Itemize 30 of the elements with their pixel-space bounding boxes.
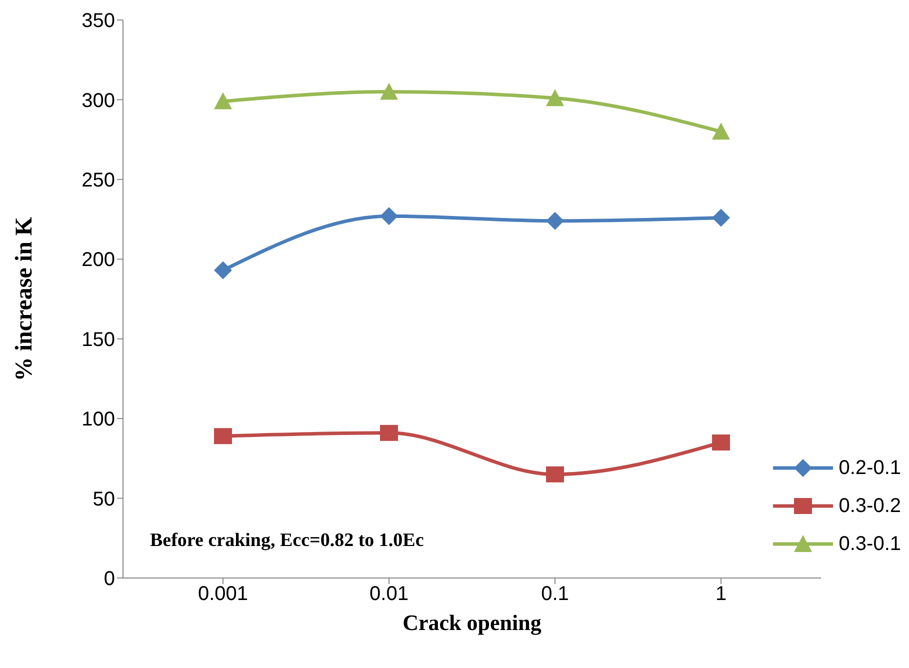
x-tick-label: 1 <box>715 583 727 606</box>
x-tick-label: 0.1 <box>541 583 569 606</box>
y-tick-label: 100 <box>82 408 115 431</box>
x-tick-label: 0.001 <box>198 583 248 606</box>
point <box>214 92 232 110</box>
y-axis-title: % increase in K <box>12 216 38 382</box>
point <box>380 82 398 100</box>
point <box>712 122 730 140</box>
legend-label: 0.2-0.1 <box>838 456 901 481</box>
annotation: Before craking, Ecc=0.82 to 1.0Ec <box>150 530 424 552</box>
point <box>546 212 564 230</box>
point <box>546 466 564 482</box>
legend-label: 0.3-0.2 <box>838 494 901 519</box>
point <box>214 428 232 444</box>
point <box>546 89 564 106</box>
y-tick-label: 350 <box>82 10 115 32</box>
point <box>712 434 730 450</box>
y-tick-label: 50 <box>92 488 115 510</box>
legend-label: 0.3-0.1 <box>838 532 901 557</box>
x-axis-title: Crack opening <box>402 610 542 635</box>
y-tick-label: 300 <box>82 90 115 112</box>
point <box>380 207 398 226</box>
x-tick-label: 0.01 <box>370 583 408 606</box>
point <box>380 424 398 441</box>
y-tick-label: 250 <box>82 170 115 192</box>
y-tick-label: 0 <box>104 568 115 590</box>
point <box>214 261 232 280</box>
y-tick-label: 150 <box>82 328 115 351</box>
y-tick-label: 200 <box>82 249 115 272</box>
point <box>712 208 730 227</box>
